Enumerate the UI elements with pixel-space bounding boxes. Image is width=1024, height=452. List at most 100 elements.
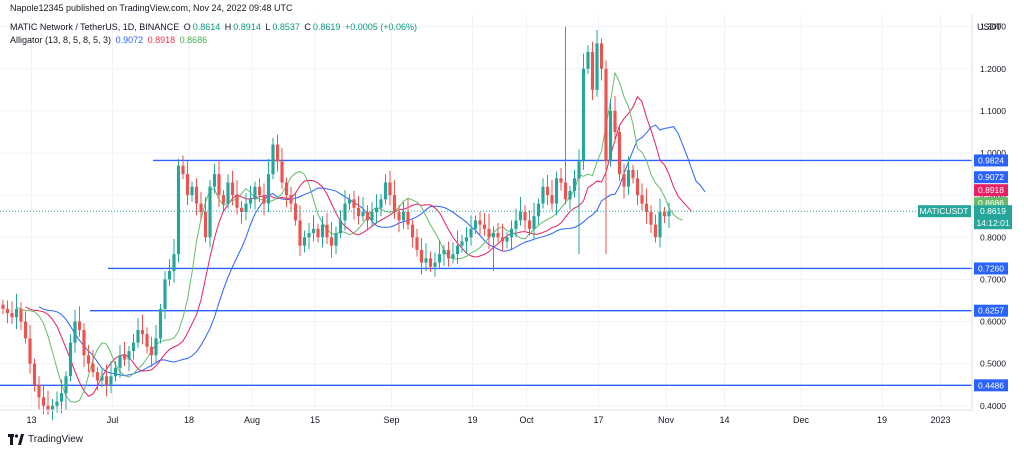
close-value: 0.8619	[312, 22, 341, 32]
candle	[361, 212, 365, 217]
candle	[329, 237, 334, 246]
high-label: H	[224, 22, 232, 32]
horizontal-levels	[0, 159, 972, 387]
candle	[617, 131, 622, 175]
time-tick-label: 17	[593, 415, 603, 425]
symbol-title[interactable]: MATIC Network / TetherUS, 1D, BINANCE	[10, 22, 180, 32]
candle	[316, 228, 320, 238]
level-tag	[974, 304, 1008, 317]
price-tick-label: 0.5000	[980, 359, 1006, 369]
indicator-tag	[974, 184, 1008, 197]
candle	[149, 346, 154, 356]
candle	[86, 355, 91, 364]
candle	[536, 203, 541, 217]
alligator-jaw-value: 0.9072	[115, 35, 144, 45]
candle	[185, 174, 190, 196]
candle	[514, 220, 518, 229]
candle	[230, 182, 235, 196]
candle	[50, 405, 55, 410]
time-tick-label: 15	[310, 415, 320, 425]
close-label: C	[304, 22, 311, 32]
candle	[658, 212, 662, 238]
candle	[491, 233, 496, 238]
candle	[482, 224, 487, 229]
candle	[631, 169, 635, 179]
candle	[127, 351, 131, 360]
candle	[113, 367, 118, 377]
candle	[352, 199, 356, 208]
candle	[176, 165, 181, 255]
candle	[505, 237, 509, 242]
candle	[239, 207, 244, 212]
change-value: +0.0005 (+0.06%)	[344, 22, 418, 32]
candle	[338, 220, 343, 234]
candle	[469, 228, 473, 238]
candle	[649, 212, 653, 225]
candle	[266, 174, 271, 204]
candle	[581, 68, 586, 162]
candle	[91, 363, 95, 373]
published-text: Napole12345 published on TradingView.com…	[10, 3, 293, 13]
candle	[37, 384, 41, 398]
tradingview-logo-icon	[8, 434, 24, 445]
candle	[226, 182, 230, 204]
candle	[554, 178, 559, 204]
level-tag-label: 0.7260	[978, 263, 1004, 273]
candles	[1, 26, 671, 421]
candle	[248, 199, 253, 204]
candle	[424, 258, 428, 263]
published-line: Napole12345 published on TradingView.com…	[10, 3, 295, 13]
price-tick-label: 1.2000	[980, 64, 1006, 74]
candle	[415, 237, 419, 250]
price-tick-label: 1.0000	[980, 148, 1006, 158]
candle	[145, 334, 149, 347]
candle	[293, 203, 298, 221]
candle	[446, 249, 451, 259]
candle	[496, 233, 500, 238]
time-tick-label: Sep	[383, 415, 399, 425]
candle	[59, 393, 64, 402]
indicator-tag	[974, 171, 1008, 184]
price-tick-label: 0.8000	[980, 232, 1006, 242]
candle	[14, 308, 19, 318]
candle	[104, 376, 109, 385]
candle	[280, 161, 284, 183]
candle	[590, 51, 595, 90]
alligator-lips-value: 0.8686	[179, 35, 208, 45]
candle	[221, 195, 226, 204]
candle	[433, 262, 437, 267]
candle	[32, 363, 37, 385]
low-label: L	[265, 22, 271, 32]
candle	[118, 355, 122, 368]
currency-label: USDT	[977, 22, 1002, 32]
price-tick-label: 1.1000	[980, 106, 1006, 116]
candle	[140, 329, 145, 335]
candle	[23, 321, 28, 339]
open-value: 0.8614	[192, 22, 221, 32]
candle	[311, 228, 316, 234]
candle	[10, 313, 14, 318]
time-tick-label: Jul	[107, 415, 119, 425]
candle	[28, 338, 32, 364]
time-tick-label: 19	[877, 415, 887, 425]
time-tick-label: Aug	[244, 415, 260, 425]
candle	[473, 220, 478, 229]
candle	[586, 51, 590, 69]
symbol-tag-label: MATICUSDT	[920, 206, 969, 216]
alligator-legend[interactable]: Alligator (13, 8, 5, 8, 5, 3) 0.9072 0.8…	[10, 35, 209, 45]
candle	[667, 211, 671, 217]
candle	[203, 212, 208, 238]
candle	[199, 203, 203, 212]
candle	[1, 304, 5, 309]
candle	[212, 174, 217, 187]
candle	[275, 144, 280, 162]
candle	[302, 237, 307, 246]
grid	[0, 14, 972, 410]
candle	[136, 329, 140, 343]
candle	[131, 342, 136, 352]
alligator-teeth-value: 0.8918	[147, 35, 176, 45]
candle	[419, 249, 424, 263]
time-tick-label: Nov	[658, 415, 675, 425]
tradingview-footer[interactable]: TradingView	[8, 434, 83, 445]
